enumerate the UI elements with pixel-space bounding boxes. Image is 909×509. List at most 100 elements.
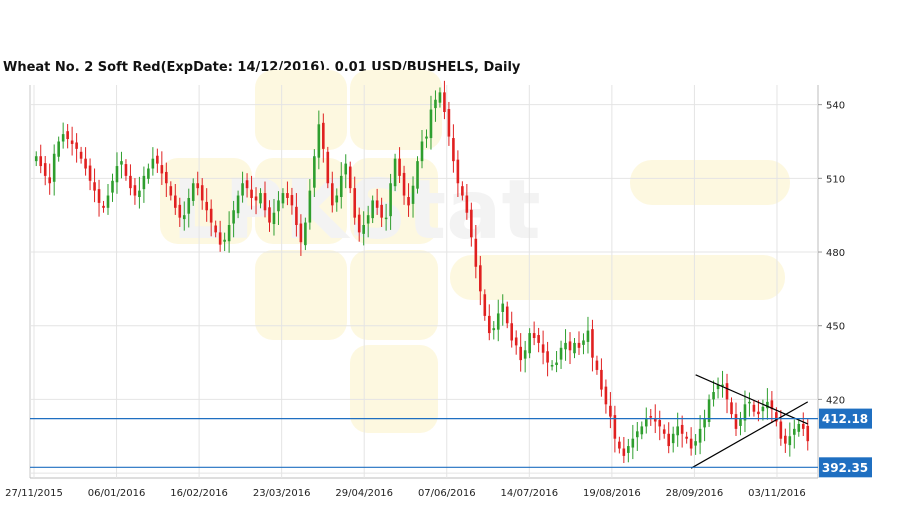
candle xyxy=(591,319,594,372)
candle-body xyxy=(79,151,83,159)
candle xyxy=(187,188,191,228)
candle xyxy=(111,173,114,202)
candle-body xyxy=(528,333,531,354)
candle-body xyxy=(653,418,657,422)
candle-body xyxy=(353,188,357,218)
candle-body xyxy=(586,330,590,342)
candle xyxy=(196,171,200,196)
candle-body xyxy=(281,193,285,204)
candle-body xyxy=(124,164,128,176)
candle-body xyxy=(268,207,271,223)
candle-body xyxy=(191,183,195,201)
candle xyxy=(66,124,69,149)
candle xyxy=(716,377,720,399)
candle xyxy=(667,422,671,454)
candle-body xyxy=(106,195,110,208)
candle xyxy=(671,426,675,453)
candle-body xyxy=(259,193,262,204)
candle-body xyxy=(689,438,693,449)
candle-body xyxy=(636,431,639,438)
candle xyxy=(147,163,150,184)
candle-body xyxy=(644,419,648,427)
level-tag-label: 392.35 xyxy=(822,461,868,475)
candle-body xyxy=(487,315,491,334)
candle xyxy=(348,161,352,194)
candle-body xyxy=(452,138,455,162)
candle xyxy=(613,405,617,453)
candle xyxy=(200,178,204,210)
candle xyxy=(263,181,267,218)
candle xyxy=(245,173,249,198)
candle xyxy=(250,175,253,210)
candle xyxy=(178,197,182,227)
watermark: LPKStat xyxy=(160,70,790,433)
candle-body xyxy=(640,426,644,435)
candle-body xyxy=(344,163,348,175)
candle-body xyxy=(671,433,675,444)
candle xyxy=(505,301,509,329)
candle-body xyxy=(88,165,92,181)
candle-body xyxy=(492,328,496,331)
candle-body xyxy=(456,159,460,184)
candle xyxy=(268,200,271,232)
candle xyxy=(483,289,487,321)
candle-body xyxy=(173,195,177,208)
candle-body xyxy=(407,197,410,206)
candle xyxy=(474,225,478,279)
candle xyxy=(70,126,74,156)
candle xyxy=(398,147,401,184)
candle-body xyxy=(447,109,451,137)
candle-body xyxy=(348,166,352,189)
candle xyxy=(93,168,96,203)
candle xyxy=(277,191,280,226)
candle-body xyxy=(241,183,244,196)
candle-body xyxy=(559,347,563,360)
candle xyxy=(402,165,406,205)
candle-body xyxy=(770,400,774,410)
candle-body xyxy=(627,446,630,453)
candle-body xyxy=(75,142,78,149)
candle xyxy=(631,424,635,460)
candle xyxy=(793,419,796,449)
candle-body xyxy=(223,239,226,242)
candle xyxy=(380,197,383,227)
x-tick-label: 03/11/2016 xyxy=(748,488,806,499)
candle-body xyxy=(115,166,119,183)
candle-body xyxy=(200,185,204,201)
x-tick-label: 19/08/2016 xyxy=(583,488,641,499)
candle-body xyxy=(227,225,231,242)
candle xyxy=(295,193,298,237)
candle-body xyxy=(160,165,164,174)
y-tick-label: 510 xyxy=(826,174,845,185)
x-tick-label: 06/01/2016 xyxy=(88,488,146,499)
candle-body xyxy=(61,134,65,142)
candle-body xyxy=(120,161,123,165)
candle xyxy=(124,159,128,181)
candle-body xyxy=(326,151,330,184)
candles xyxy=(34,80,810,464)
candle-body xyxy=(245,180,249,189)
candle xyxy=(604,379,608,414)
candle-body xyxy=(138,190,141,198)
candle xyxy=(730,397,733,420)
candle xyxy=(120,151,123,179)
candle-body xyxy=(658,420,662,427)
candle xyxy=(227,211,231,253)
candle xyxy=(241,171,244,203)
candle xyxy=(806,418,810,451)
watermark-bar xyxy=(630,160,790,205)
candle-body xyxy=(393,158,397,187)
candle-body xyxy=(214,225,217,233)
candle xyxy=(133,178,137,205)
candle xyxy=(510,311,514,348)
candle xyxy=(479,255,482,306)
candle-body xyxy=(779,421,783,439)
candle xyxy=(429,95,433,150)
candle-body xyxy=(618,441,621,449)
candle xyxy=(223,232,226,252)
candle-body xyxy=(550,365,554,367)
candle-body xyxy=(707,399,711,422)
candle-body xyxy=(564,342,567,350)
candle xyxy=(353,176,357,225)
